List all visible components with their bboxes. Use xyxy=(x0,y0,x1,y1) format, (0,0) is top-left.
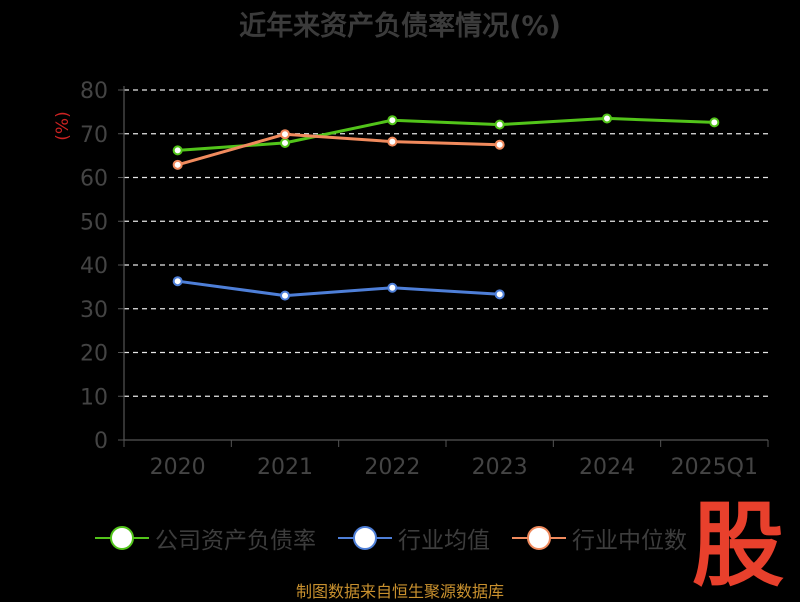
y-tick-label-60: 60 xyxy=(80,167,108,192)
data-point-s1-2022 xyxy=(387,282,398,293)
legend-marker-company xyxy=(95,523,149,553)
legend-item-company[interactable]: 公司资产负债率 xyxy=(95,521,316,555)
data-point-s0-2024 xyxy=(602,113,612,124)
y-tick-label-20: 20 xyxy=(80,342,108,367)
data-point-s0-2025Q1 xyxy=(709,117,720,128)
y-tick-label-0: 0 xyxy=(94,429,108,454)
x-tick-label-2024: 2024 xyxy=(579,455,635,480)
legend-marker-industry-mean xyxy=(338,523,392,553)
chart-title: 近年来资产负债率情况(%) xyxy=(239,11,561,42)
x-tick-label-2025Q1: 2025Q1 xyxy=(671,455,758,480)
data-point-s1-2021 xyxy=(280,290,290,301)
y-axis-label: (%) xyxy=(53,111,73,140)
data-point-s2-2020 xyxy=(172,159,183,170)
y-tick-label-50: 50 xyxy=(80,210,108,235)
data-point-s0-2023 xyxy=(494,119,505,130)
data-point-s0-2020 xyxy=(172,145,183,156)
y-tick-label-80: 80 xyxy=(80,79,108,104)
series-line-2 xyxy=(177,132,500,167)
x-tick-label-2022: 2022 xyxy=(364,455,420,480)
data-point-s1-2023 xyxy=(494,289,505,300)
x-tick-label-2023: 2023 xyxy=(472,455,528,480)
data-point-s0-2022 xyxy=(387,115,398,126)
y-tick-label-30: 30 xyxy=(80,298,108,323)
data-point-s2-2021 xyxy=(280,129,290,140)
legend-label-industry-mean: 行业均值 xyxy=(398,528,490,554)
legend-item-industry-mean[interactable]: 行业均值 xyxy=(338,521,490,555)
y-tick-label-70: 70 xyxy=(80,123,108,148)
watermark-logo: 股 xyxy=(691,492,784,599)
source-note: 制图数据来自恒生聚源数据库 xyxy=(295,582,504,601)
legend-label-industry-median: 行业中位数 xyxy=(572,528,687,554)
legend-marker-industry-median xyxy=(512,523,566,553)
legend-item-industry-median[interactable]: 行业中位数 xyxy=(512,521,687,555)
series-line-0 xyxy=(177,116,715,152)
data-point-s2-2023 xyxy=(494,139,505,150)
data-point-s2-2022 xyxy=(387,136,398,147)
legend: 公司资产负债率 行业均值 行业中位数 xyxy=(95,520,709,556)
legend-label-company: 公司资产负债率 xyxy=(155,528,316,554)
x-tick-label-2021: 2021 xyxy=(257,455,313,480)
series-line-1 xyxy=(177,279,500,298)
y-tick-label-40: 40 xyxy=(80,254,108,279)
y-tick-label-10: 10 xyxy=(80,385,108,410)
x-tick-label-2020: 2020 xyxy=(150,455,206,480)
data-point-s1-2020 xyxy=(172,276,183,287)
data-point-s0-2021 xyxy=(280,137,290,148)
